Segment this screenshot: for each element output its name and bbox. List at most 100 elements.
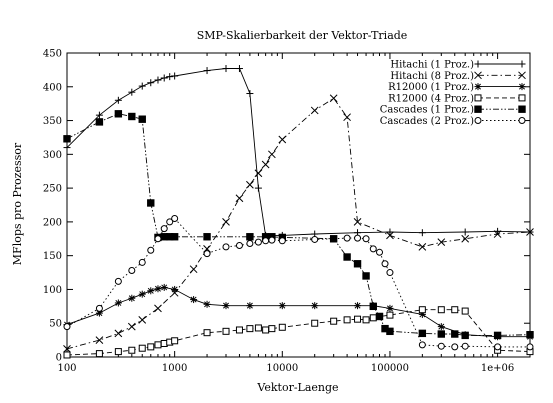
data-point-marker	[154, 76, 162, 84]
series-0	[63, 65, 534, 239]
data-point-marker	[147, 246, 155, 254]
data-point-marker	[235, 194, 244, 203]
data-point-marker	[254, 184, 262, 192]
axis-ticks: 0 50 100 150 200 250 300 350 400 450 100 1000 10000 1…	[43, 49, 530, 374]
y-tick-label: 350	[43, 116, 62, 127]
data-point-marker	[95, 304, 103, 312]
data-point-marker	[418, 229, 426, 237]
data-point-marker	[222, 243, 230, 251]
data-point-marker	[63, 351, 71, 359]
data-point-marker	[437, 342, 445, 350]
y-tick-label: 150	[43, 251, 62, 262]
series-line	[66, 113, 531, 336]
x-tick-label: 100000	[371, 363, 409, 374]
data-point-marker	[418, 329, 427, 338]
data-point-marker	[154, 304, 162, 313]
data-point-marker	[386, 311, 394, 319]
y-tick-label: 200	[43, 217, 62, 228]
data-point-marker	[474, 71, 482, 80]
legend-entry: Cascades (2 Proz.)	[380, 116, 526, 127]
data-point-marker	[95, 350, 103, 358]
data-point-marker	[127, 322, 136, 331]
data-point-marker	[418, 341, 426, 349]
data-point-marker	[369, 302, 377, 311]
data-point-marker	[246, 240, 254, 248]
legend-label: Cascades (2 Proz.)	[380, 116, 474, 127]
data-point-marker	[474, 94, 482, 102]
data-point-marker	[343, 234, 351, 242]
data-point-marker	[154, 285, 162, 293]
data-point-marker	[235, 242, 243, 250]
data-point-marker	[63, 345, 71, 353]
data-point-marker	[353, 260, 362, 268]
data-point-marker	[222, 218, 230, 226]
data-point-marker	[262, 237, 270, 245]
data-point-marker	[518, 105, 526, 113]
series-4	[63, 110, 534, 340]
data-point-marker	[63, 135, 71, 143]
data-point-marker	[369, 314, 377, 322]
data-point-marker	[386, 231, 394, 240]
data-point-marker	[128, 112, 136, 121]
data-point-marker	[114, 96, 122, 104]
data-point-marker	[518, 117, 526, 124]
data-point-marker	[190, 296, 198, 304]
data-point-marker	[353, 218, 362, 226]
data-point-marker	[493, 331, 502, 340]
data-point-marker	[310, 106, 319, 115]
data-point-marker	[166, 218, 174, 226]
data-point-marker	[95, 336, 104, 344]
data-point-marker	[362, 316, 370, 324]
data-point-marker	[386, 327, 394, 336]
data-point-marker	[171, 337, 179, 345]
data-point-marker	[329, 94, 338, 103]
x-tick-label: 100	[57, 363, 76, 374]
data-point-marker	[362, 235, 370, 243]
y-tick-label: 0	[56, 353, 62, 364]
data-point-marker	[268, 236, 276, 244]
data-point-marker	[418, 243, 427, 251]
data-point-marker	[474, 117, 482, 124]
data-point-marker	[154, 235, 162, 243]
data-point-marker	[386, 304, 394, 312]
data-point-marker	[147, 287, 155, 295]
data-point-marker	[166, 73, 174, 81]
data-point-marker	[474, 60, 482, 68]
data-point-marker	[461, 234, 470, 243]
data-point-marker	[254, 238, 262, 246]
data-point-marker	[138, 115, 146, 123]
data-point-marker	[461, 342, 469, 350]
data-point-marker	[95, 118, 104, 126]
series-line	[66, 68, 531, 236]
data-point-marker	[261, 160, 270, 169]
data-point-marker	[518, 71, 526, 80]
data-point-marker	[203, 300, 211, 308]
x-axis-label: Vektor-Laenge	[256, 381, 338, 394]
data-point-marker	[493, 230, 502, 238]
data-point-marker	[437, 306, 445, 314]
data-point-marker	[437, 323, 445, 331]
y-tick-label: 450	[43, 49, 62, 60]
data-point-marker	[311, 319, 319, 327]
series-5	[63, 215, 534, 351]
data-point-marker	[343, 113, 351, 122]
y-tick-label: 100	[43, 285, 62, 296]
series-2	[63, 283, 534, 341]
data-point-marker	[376, 248, 384, 256]
legend-entry: R12000 (4 Proz.)	[388, 93, 526, 104]
data-point-marker	[329, 235, 338, 243]
data-point-marker	[170, 233, 179, 241]
data-point-marker	[254, 169, 263, 178]
data-point-marker	[222, 327, 230, 335]
data-point-marker	[311, 235, 319, 243]
data-point-marker	[63, 144, 71, 152]
data-point-marker	[246, 302, 254, 310]
data-point-marker	[138, 315, 147, 324]
series-line	[66, 286, 530, 338]
data-point-marker	[518, 94, 526, 102]
data-point-marker	[354, 315, 362, 323]
data-point-marker	[494, 343, 502, 351]
series-line	[66, 217, 530, 348]
legend-entry: R12000 (1 Proz.)	[388, 82, 526, 93]
data-point-marker	[203, 67, 211, 75]
